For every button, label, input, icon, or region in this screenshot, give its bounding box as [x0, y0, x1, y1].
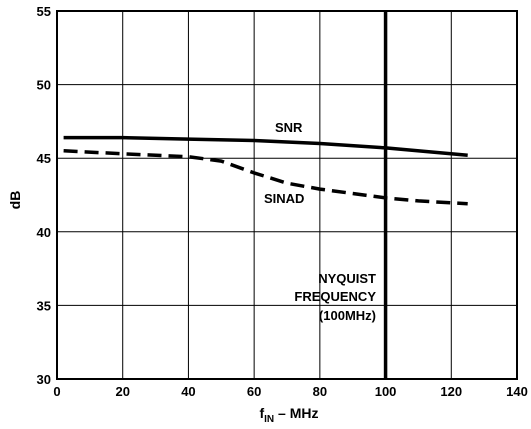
- x-tick-label: 60: [247, 384, 261, 399]
- y-tick-label: 45: [37, 151, 51, 166]
- x-tick-label: 20: [115, 384, 129, 399]
- x-tick-label: 80: [313, 384, 327, 399]
- x-tick-label: 120: [440, 384, 462, 399]
- x-tick-label: 0: [53, 384, 60, 399]
- y-tick-label: 35: [37, 298, 51, 313]
- y-tick-label: 55: [37, 4, 51, 19]
- y-tick-label: 40: [37, 225, 51, 240]
- x-axis-title-unit: – MHz: [274, 405, 318, 421]
- sinad-series-label: SINAD: [264, 191, 304, 206]
- plot-frame: [56, 10, 518, 380]
- x-tick-label: 140: [506, 384, 528, 399]
- nyquist-annotation-line-2: FREQUENCY: [294, 289, 376, 304]
- x-tick-label: 40: [181, 384, 195, 399]
- nyquist-annotation-line-3: (100MHz): [319, 308, 376, 323]
- y-tick-label: 50: [37, 78, 51, 93]
- y-tick-label: 30: [37, 372, 51, 387]
- x-tick-label: 100: [375, 384, 397, 399]
- nyquist-annotation-line-1: NYQUIST: [318, 271, 376, 286]
- x-axis-title: fIN – MHz: [259, 405, 318, 425]
- sinad-series-line: [63, 149, 468, 206]
- y-axis-title: dB: [7, 191, 23, 210]
- snr-series-line: [63, 135, 468, 158]
- x-axis-title-subscript: IN: [264, 414, 274, 425]
- x-axis-title-main: f: [259, 405, 264, 421]
- ticks: 0 20 40 60 80 100 120 140 30 35 40 45 50 55: [37, 4, 528, 399]
- snr-series-label: SNR: [275, 120, 303, 135]
